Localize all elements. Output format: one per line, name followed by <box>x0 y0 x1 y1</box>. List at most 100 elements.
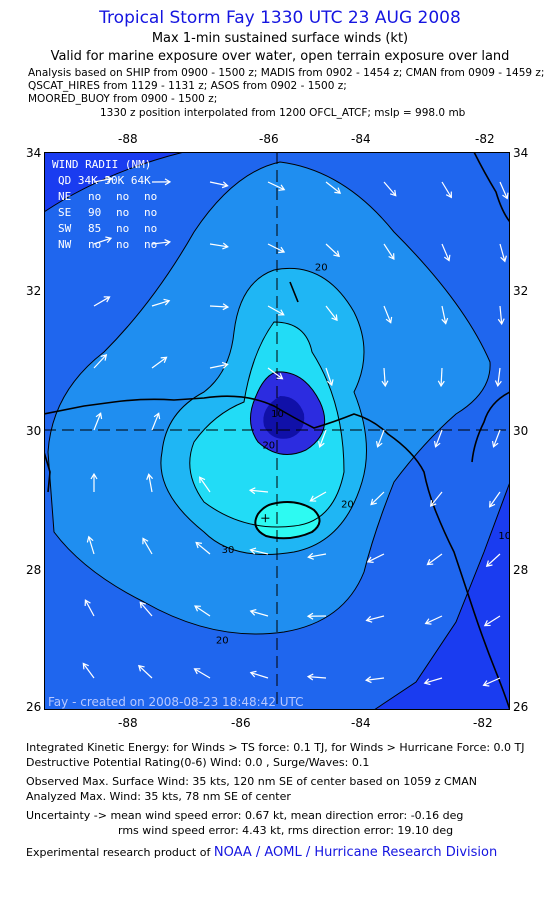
wind-arrow <box>483 615 501 627</box>
wind-arrow <box>209 361 229 369</box>
credit-line: Experimental research product of NOAA / … <box>26 845 497 860</box>
wind-arrow <box>146 473 154 493</box>
wind-arrow <box>195 541 211 555</box>
wind-arrow <box>151 412 161 431</box>
lat-tick-left-34: 34 <box>26 146 42 160</box>
source-line-3: MOORED_BUOY from 0900 - 1500 z; <box>28 93 218 105</box>
max-wind-marker <box>261 514 270 523</box>
wind-arrow <box>497 305 505 326</box>
wind-arrow <box>441 305 449 325</box>
contour-label: 10 <box>498 531 510 542</box>
wind-arrow <box>306 673 327 681</box>
wind-arrow <box>93 176 113 183</box>
credit-org-link[interactable]: NOAA / AOML / Hurricane Research Divisio… <box>213 845 498 860</box>
wind-arrows <box>82 176 509 687</box>
wind-arrow <box>93 296 111 307</box>
contour-label: 20 <box>315 263 328 274</box>
uncertainty-line-2: rms wind speed error: 4.43 kt, rms direc… <box>118 824 454 837</box>
coastline-atlantic <box>471 391 510 463</box>
wind-radii-nw-64: no <box>144 238 157 251</box>
wind-radii-se-34: 90 <box>88 206 101 219</box>
map-title: Tropical Storm Fay 1330 UTC 23 AUG 2008 <box>99 8 461 28</box>
contour-label: 20 <box>341 500 354 511</box>
wind-arrow <box>491 429 501 448</box>
wind-radii-sw-64: no <box>144 222 157 235</box>
observed-max-wind-line: Observed Max. Surface Wind: 35 kts, 120 … <box>26 775 477 788</box>
wind-arrow <box>86 535 95 555</box>
wind-arrow <box>139 601 153 617</box>
lon-tick-bottom-88: -88 <box>118 716 138 730</box>
wind-arrow <box>151 178 172 186</box>
wind-radii-sw-50: no <box>116 222 129 235</box>
contour-label: 30 <box>222 545 235 556</box>
lon-tick-top-88: -88 <box>118 132 138 146</box>
wind-arrow <box>325 367 334 387</box>
wind-arrow <box>381 367 389 388</box>
wind-radii-ne-34: no <box>88 190 101 203</box>
wind-arrow <box>249 547 269 555</box>
map-subtitle: Max 1-min sustained surface winds (kt) <box>151 31 409 46</box>
contour-lines <box>44 152 510 710</box>
lon-tick-bottom-82: -82 <box>473 716 493 730</box>
wind-radii-ne-quadrant: NE <box>58 190 71 203</box>
wind-arrow <box>429 491 443 507</box>
wind-arrow <box>423 677 443 686</box>
wind-arrow <box>325 181 342 194</box>
wind-arrow <box>93 354 108 369</box>
wind-radii-sw-quadrant: SW <box>58 222 72 235</box>
wind-arrow <box>151 298 171 307</box>
wind-arrow <box>194 605 211 617</box>
contour-inner <box>250 371 326 455</box>
contour-label: 10 <box>271 409 284 420</box>
lon-tick-top-82: -82 <box>475 132 495 146</box>
wind-arrow <box>489 491 501 508</box>
wind-arrow <box>142 537 153 555</box>
wind-arrow <box>370 491 385 506</box>
calm-core-inner <box>263 396 305 439</box>
wind-radii-table: WIND RADII (NM) QD 34K 50K 64K NE no no … <box>52 158 157 251</box>
contour-label: 20 <box>262 440 275 451</box>
wind-arrow <box>494 367 502 388</box>
wind-arrow <box>193 668 211 679</box>
coastline-bays <box>44 451 51 493</box>
wind-arrow <box>90 472 98 493</box>
coastline-east-fragment <box>473 152 510 223</box>
wind-arrow <box>209 303 230 311</box>
wind-arrow <box>499 181 509 200</box>
wind-arrow <box>325 243 340 258</box>
wind-arrow <box>151 238 172 246</box>
wind-arrow <box>309 491 327 502</box>
wind-radii-se-quadrant: SE <box>58 206 71 219</box>
lon-tick-bottom-86: -86 <box>231 716 251 730</box>
wind-arrow <box>249 670 269 679</box>
wind-arrow <box>306 612 327 620</box>
wind-arrow <box>499 243 507 263</box>
lat-tick-right-34: 34 <box>513 146 529 160</box>
wind-arrow <box>366 553 385 563</box>
wind-arrow <box>365 615 385 623</box>
lon-tick-top-86: -86 <box>259 132 279 146</box>
coastline <box>44 152 510 710</box>
wind-arrow <box>248 487 269 495</box>
wind-radii-title: WIND RADII (NM) <box>52 158 151 171</box>
wind-arrow <box>267 181 286 191</box>
lat-tick-left-32: 32 <box>26 284 42 298</box>
wind-arrow <box>383 181 397 197</box>
lat-tick-right-26: 26 <box>513 700 529 714</box>
wind-arrow <box>424 615 443 625</box>
map-frame <box>44 152 510 710</box>
wind-arrow <box>426 553 443 566</box>
source-line-1: Analysis based on SHIP from 0900 - 1500 … <box>28 67 545 79</box>
created-timestamp: Fay - created on 2008-08-23 18:48:42 UTC <box>48 695 304 709</box>
lat-tick-right-28: 28 <box>513 563 529 577</box>
wind-radii-nw-34: no <box>88 238 101 251</box>
wind-radii-header: QD 34K 50K 64K <box>58 174 151 187</box>
wind-arrow <box>93 412 103 431</box>
wind-radii-se-64: no <box>144 206 157 219</box>
uncertainty-line-1: Uncertainty -> mean wind speed error: 0.… <box>26 809 464 822</box>
contour-40 <box>189 321 345 528</box>
contour-30 <box>160 267 367 555</box>
wind-arrow <box>485 553 501 567</box>
lon-tick-top-84: -84 <box>351 132 371 146</box>
analyzed-max-wind-line: Analyzed Max. Wind: 35 kts, 78 nm SE of … <box>26 790 291 803</box>
